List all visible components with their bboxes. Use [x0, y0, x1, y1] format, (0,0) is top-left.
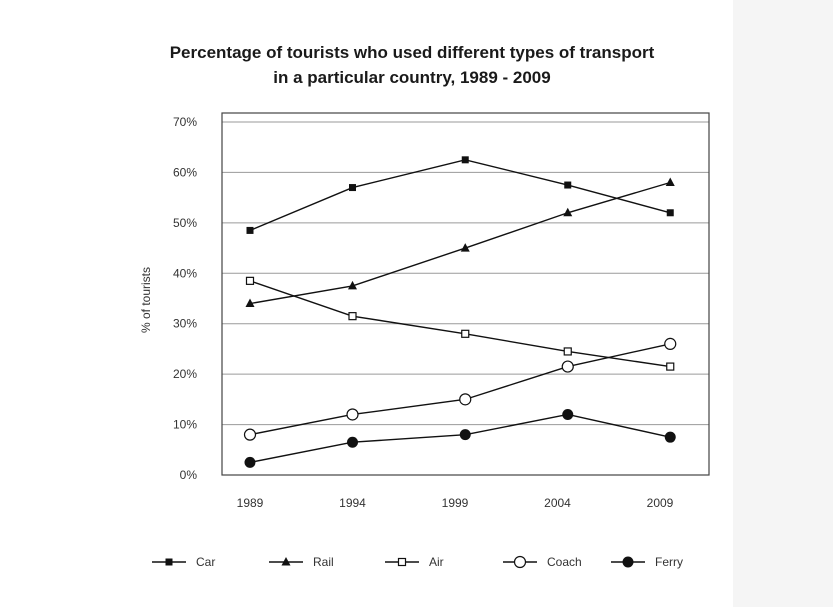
chart-subtitle: in a particular country, 1989 - 2009	[273, 68, 550, 87]
ferry-point	[664, 431, 676, 443]
car-point	[564, 181, 572, 189]
y-tick-label: 40%	[173, 266, 197, 280]
y-tick-label: 70%	[173, 115, 197, 129]
car-line	[249, 159, 671, 232]
air-point	[563, 347, 572, 356]
background-strip	[733, 0, 833, 607]
chart-title: Percentage of tourists who used differen…	[170, 43, 655, 62]
legend-item-ferry: Ferry	[611, 555, 683, 569]
rail-point	[245, 298, 255, 308]
y-tick-label: 20%	[173, 367, 197, 381]
x-tick-label: 1994	[339, 496, 366, 510]
legend-label: Air	[429, 555, 444, 569]
legend-marker	[281, 557, 291, 566]
rail-point	[665, 177, 675, 187]
rail-point	[460, 243, 470, 252]
series-car	[246, 156, 674, 234]
air-point	[666, 362, 675, 371]
coach-point	[346, 408, 359, 421]
x-tick-label: 2004	[544, 496, 571, 510]
gridlines	[222, 121, 709, 426]
series-ferry	[244, 408, 676, 468]
coach-point	[561, 360, 574, 373]
legend-item-air: Air	[385, 555, 444, 569]
rail-point	[348, 280, 357, 290]
legend-marker	[513, 555, 527, 569]
x-tick-label: 1989	[237, 496, 264, 510]
y-axis-label: % of tourists	[139, 267, 153, 333]
ferry-point	[347, 436, 358, 448]
rail-line	[249, 181, 671, 305]
legend-label: Car	[196, 555, 215, 569]
y-tick-label: 60%	[173, 165, 197, 179]
ferry-point	[459, 429, 471, 441]
y-axis-ticks: 0% 10% 20% 30% 40% 50% 60% 70%	[173, 115, 197, 482]
legend-marker	[622, 556, 634, 568]
series-rail	[245, 177, 675, 308]
legend-marker	[397, 557, 407, 567]
y-tick-label: 30%	[173, 317, 197, 331]
air-point	[461, 329, 470, 338]
car-point	[666, 209, 674, 217]
air-point	[348, 312, 357, 321]
legend-marker	[165, 558, 173, 566]
legend-label: Ferry	[655, 555, 683, 569]
coach-point	[459, 393, 472, 406]
coach-point	[664, 337, 677, 350]
series-group	[243, 156, 677, 468]
x-tick-label: 1999	[442, 496, 469, 510]
legend: Car Rail Air Coach Ferry	[152, 555, 683, 569]
legend-item-rail: Rail	[269, 555, 334, 569]
coach-point	[243, 428, 257, 441]
legend-item-car: Car	[152, 555, 215, 569]
ferry-point	[244, 456, 256, 468]
car-point	[246, 226, 254, 234]
rail-point	[563, 207, 573, 217]
car-point	[349, 184, 356, 192]
x-axis-ticks: 1989 1994 1999 2004 2009	[237, 496, 674, 510]
coach-line	[249, 343, 671, 436]
y-tick-label: 50%	[173, 216, 197, 230]
series-coach	[243, 337, 677, 441]
legend-label: Coach	[547, 555, 582, 569]
legend-item-coach: Coach	[503, 555, 582, 569]
ferry-point	[562, 408, 574, 420]
x-tick-label: 2009	[647, 496, 674, 510]
plot-frame	[221, 112, 710, 476]
series-air	[245, 276, 675, 371]
car-point	[461, 156, 469, 164]
air-point	[245, 276, 255, 285]
line-chart: Percentage of tourists who used differen…	[139, 43, 710, 569]
legend-label: Rail	[313, 555, 334, 569]
y-tick-label: 0%	[180, 468, 198, 482]
y-tick-label: 10%	[173, 418, 197, 432]
